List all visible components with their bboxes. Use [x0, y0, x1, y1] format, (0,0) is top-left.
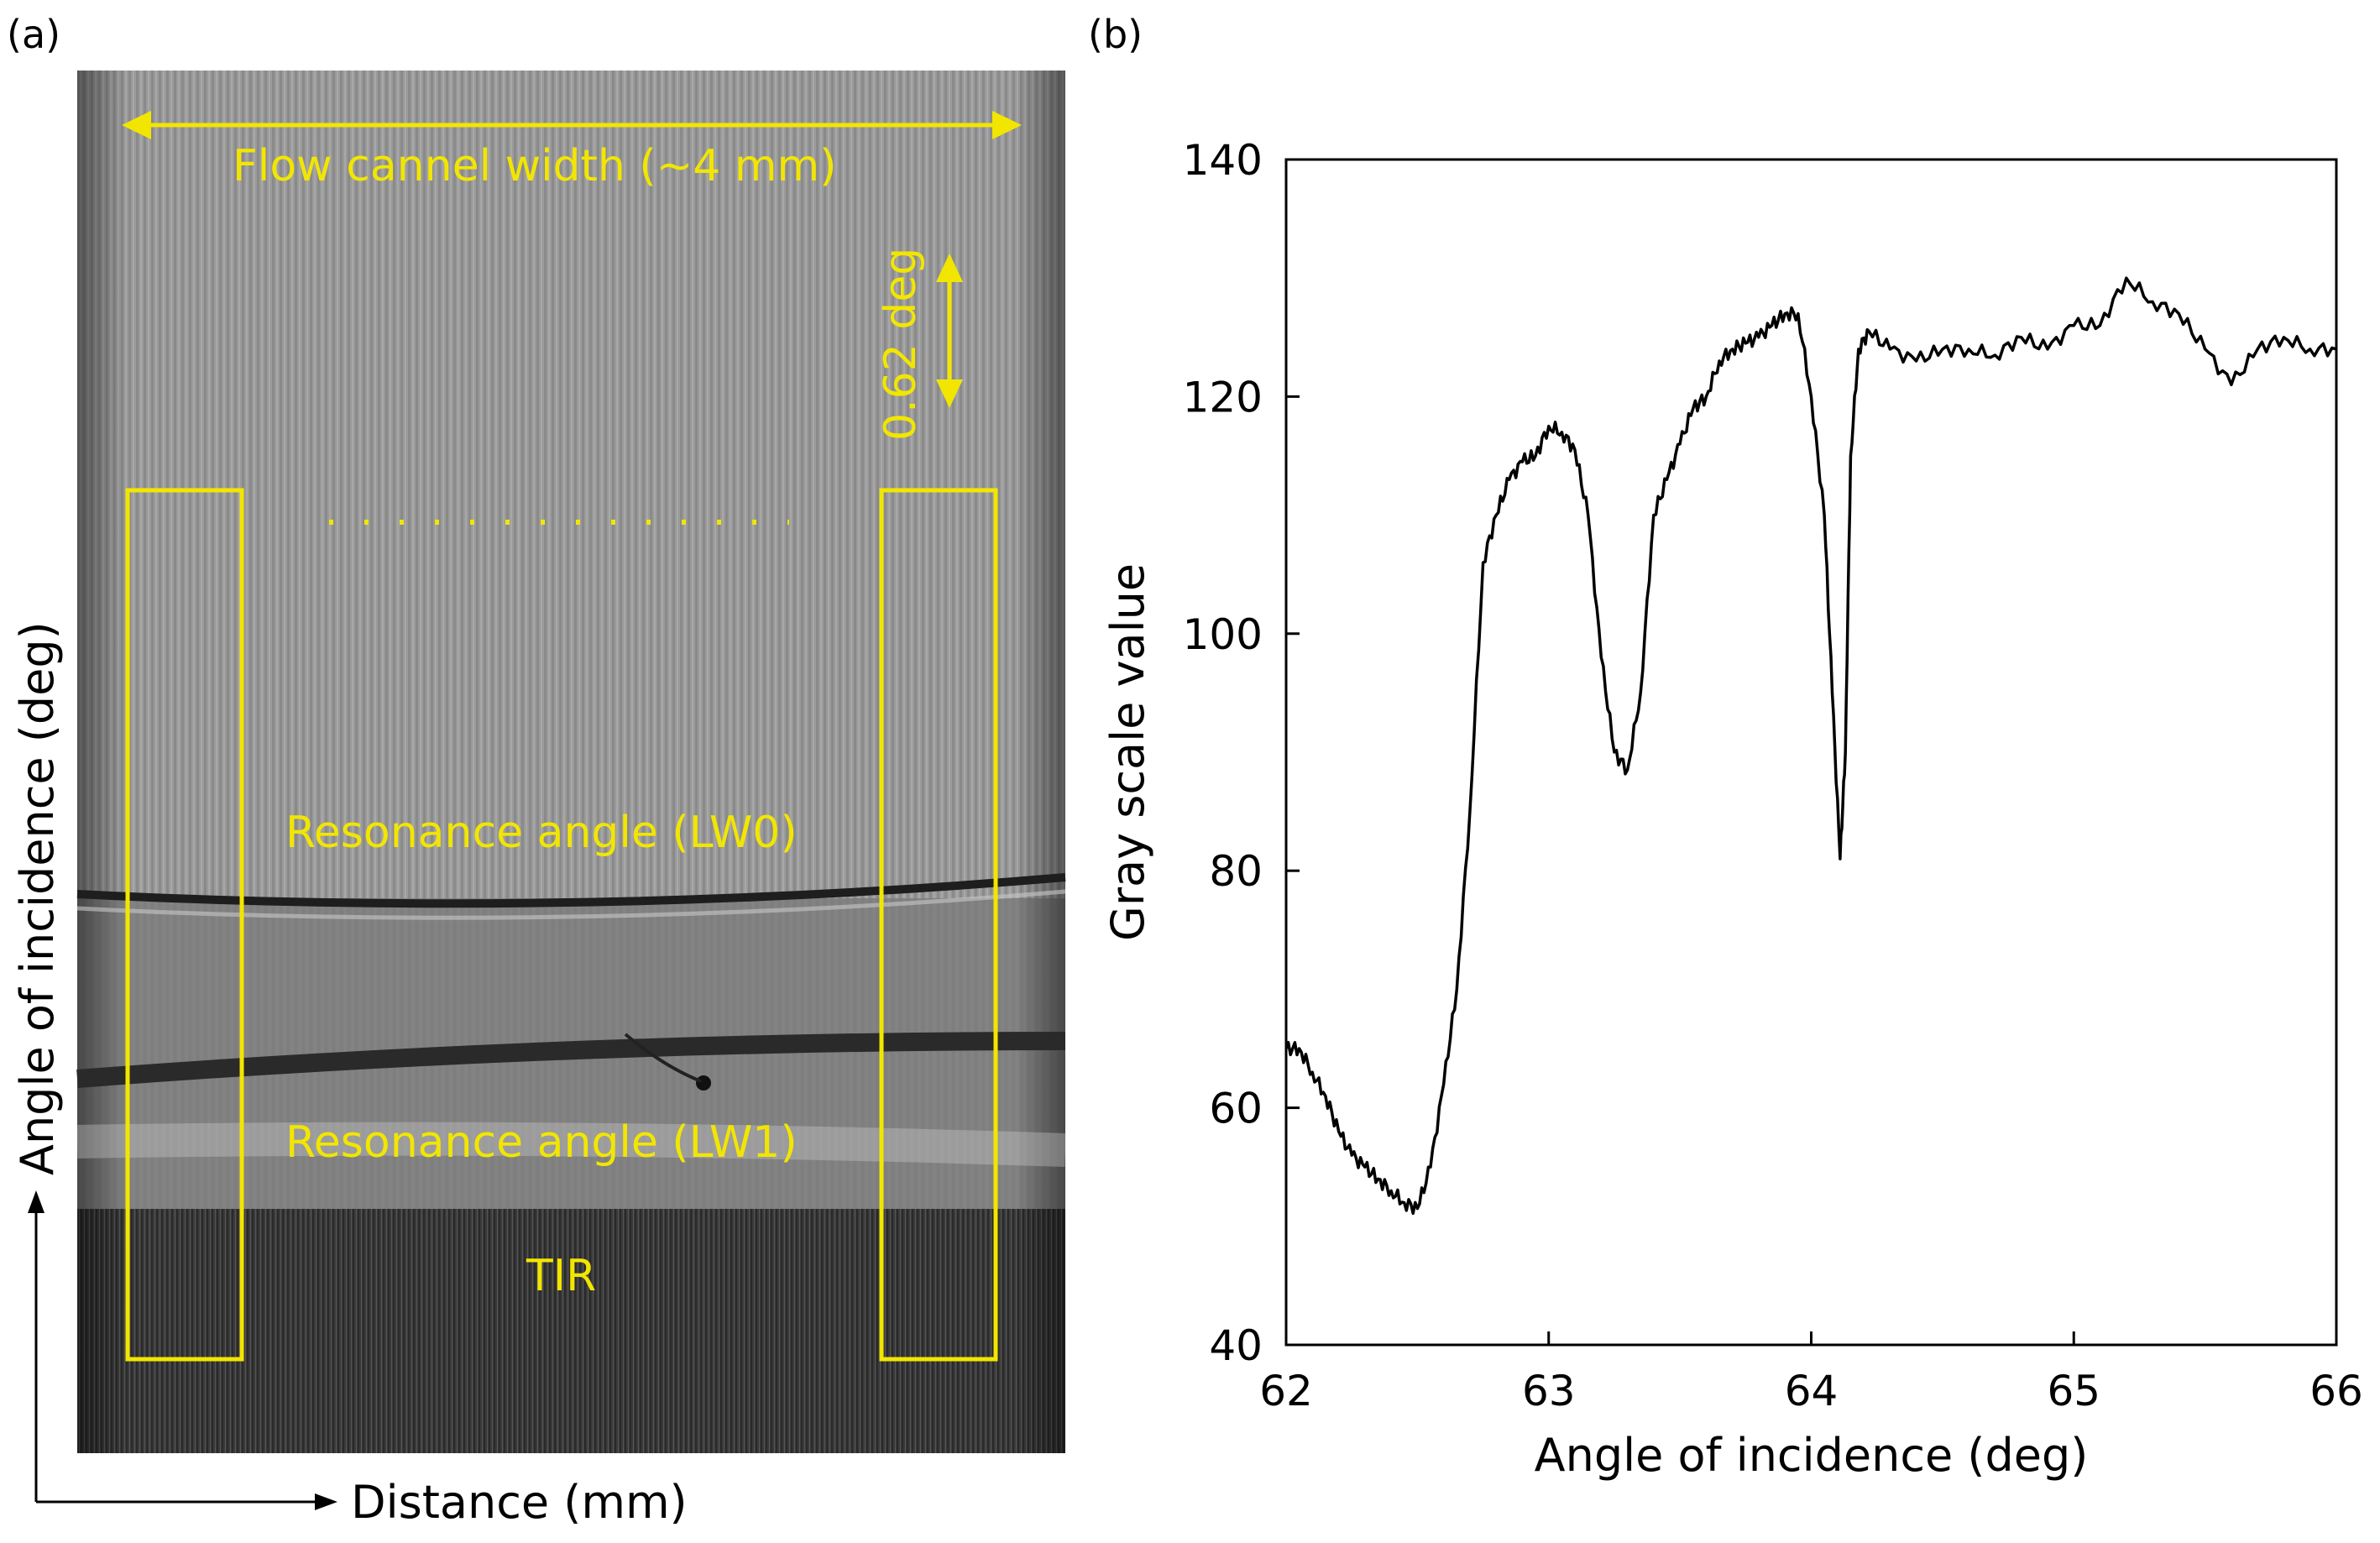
lw1-bright-region: [76, 1122, 1066, 1167]
y-tick-label: 140: [1183, 136, 1263, 185]
width-annotation: Flow cannel width (~4 mm): [233, 141, 837, 191]
roi-box-left: [125, 488, 244, 1362]
panel-a-label: (a): [7, 12, 61, 57]
panel-a-axes: [28, 1190, 337, 1510]
scale-annotation: 0.62 deg: [876, 248, 926, 441]
x-tick-label: 64: [1785, 1367, 1839, 1415]
lw1-resonance-band: [76, 1032, 1066, 1088]
scale-arrow-bottom-head: [936, 379, 963, 408]
panel-b-label: (b): [1088, 12, 1143, 57]
x-axis-label: Angle of incidence (deg): [1535, 1429, 2089, 1482]
y-tick-label: 40: [1209, 1321, 1263, 1370]
annotation-group: [122, 111, 1022, 1362]
y-tick-label: 80: [1209, 847, 1263, 896]
plot-frame: [1284, 158, 2338, 1347]
width-arrow-right-head: [992, 111, 1022, 139]
y-tick-label: 100: [1183, 610, 1263, 659]
panel-a-y-arrow-head: [28, 1190, 44, 1213]
x-tick-label: 63: [1522, 1367, 1576, 1415]
x-tick-label: 65: [2047, 1367, 2100, 1415]
micrograph-panel: Flow cannel width (~4 mm) 0.62 deg Reson…: [11, 71, 1066, 1529]
series-line: [1284, 276, 2337, 1216]
lw0-resonance-line: [76, 873, 1066, 908]
lw0-label: Resonance angle (LW0): [285, 808, 798, 858]
panel-a-y-label: Angle of incidence (deg): [11, 621, 64, 1175]
y-tick-label: 120: [1183, 373, 1263, 421]
roi-box-right: [879, 488, 998, 1362]
lw1-label: Resonance angle (LW1): [285, 1117, 798, 1168]
lw0-resonance-highlight: [76, 889, 1066, 920]
y-axis-label: Gray scale value: [1101, 563, 1154, 941]
x-tick-label: 66: [2309, 1367, 2363, 1415]
x-tick-label: 62: [1259, 1367, 1313, 1415]
tir-label: TIR: [526, 1251, 596, 1301]
particle-trail: [624, 1033, 702, 1083]
panel-a-x-arrow-head: [315, 1493, 337, 1510]
x-ticks: 62 63 64 65 66: [1259, 1331, 2363, 1415]
y-tick-label: 60: [1209, 1085, 1263, 1133]
y-ticks: 40 60 80 100 120 140: [1183, 136, 1300, 1370]
scale-arrow-top-head: [936, 254, 963, 282]
width-arrow-left-head: [122, 111, 151, 139]
panel-a-x-label: Distance (mm): [351, 1476, 688, 1529]
